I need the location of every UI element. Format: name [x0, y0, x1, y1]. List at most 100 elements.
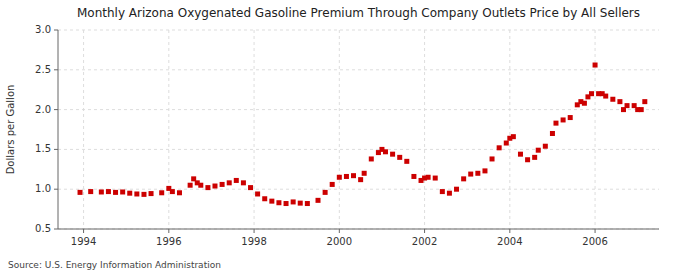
point	[141, 192, 146, 197]
point	[212, 184, 217, 189]
y-tick-label: 1.5	[35, 143, 51, 154]
point	[220, 182, 225, 187]
point	[120, 189, 125, 194]
point	[504, 141, 509, 146]
y-grid-line	[58, 69, 659, 70]
points	[78, 63, 648, 207]
point	[593, 63, 598, 68]
point	[323, 190, 328, 195]
point	[188, 183, 193, 188]
x-grid-line	[254, 30, 255, 229]
y-tick-label: 2.5	[35, 64, 51, 75]
x-grid-line	[595, 30, 596, 229]
source-note: Source: U.S. Energy Information Administ…	[8, 260, 221, 270]
x-tick	[83, 229, 84, 233]
y-tick	[54, 30, 58, 31]
point	[383, 149, 388, 154]
point	[582, 101, 587, 106]
point	[106, 189, 111, 194]
x-tick-label: 2006	[582, 236, 607, 247]
x-tick	[168, 229, 169, 233]
point	[642, 99, 647, 104]
point	[543, 144, 548, 149]
x-grid-line	[168, 30, 169, 229]
x-grid-line	[339, 30, 340, 229]
x-tick	[254, 229, 255, 233]
point	[344, 174, 349, 179]
point	[241, 180, 246, 185]
point	[561, 117, 566, 122]
x-tick-label: 1996	[156, 236, 181, 247]
point	[276, 200, 281, 205]
point	[149, 191, 154, 196]
y-grid-line	[58, 109, 659, 110]
x-tick	[339, 229, 340, 233]
y-tick	[54, 109, 58, 110]
point	[262, 196, 267, 201]
point	[475, 171, 480, 176]
point	[511, 134, 516, 139]
x-tick	[424, 229, 425, 233]
point	[227, 180, 232, 185]
x-tick-label: 2002	[412, 236, 437, 247]
x-tick	[509, 229, 510, 233]
x-axis-line	[58, 229, 659, 230]
x-grid-line	[424, 30, 425, 229]
point	[440, 189, 445, 194]
x-grid-line	[83, 30, 84, 229]
point	[170, 189, 175, 194]
y-tick	[54, 69, 58, 70]
point	[497, 145, 502, 150]
y-tick	[54, 149, 58, 150]
y-tick-label: 0.5	[35, 223, 51, 234]
point	[518, 152, 523, 157]
point	[99, 189, 104, 194]
x-tick-label: 2000	[327, 236, 352, 247]
point	[351, 173, 356, 178]
point	[461, 176, 466, 181]
point	[255, 191, 260, 196]
point	[625, 103, 630, 108]
point	[454, 187, 459, 192]
point	[159, 190, 164, 195]
point	[411, 174, 416, 179]
point	[269, 199, 274, 204]
point	[177, 190, 182, 195]
point	[536, 148, 541, 153]
point	[198, 183, 203, 188]
point	[305, 201, 310, 206]
point	[316, 198, 321, 203]
title: Monthly Arizona Oxygenated Gasoline Prem…	[77, 6, 640, 20]
point	[78, 190, 83, 195]
y-tick-label: 3.0	[35, 24, 51, 35]
axes: 0.51.01.52.02.53.01994199619982000200220…	[35, 24, 659, 247]
point	[433, 176, 438, 181]
point	[426, 175, 431, 180]
point	[617, 99, 622, 104]
point	[447, 191, 452, 196]
point	[291, 199, 296, 204]
point	[248, 185, 253, 190]
point	[532, 155, 537, 160]
chart-container: 0.51.01.52.02.53.01994199619982000200220…	[0, 0, 675, 275]
x-tick-label: 1998	[241, 236, 266, 247]
point	[397, 155, 402, 160]
point	[404, 159, 409, 164]
point	[205, 185, 210, 190]
y-tick-label: 2.0	[35, 104, 51, 115]
point	[113, 190, 118, 195]
point	[330, 182, 335, 187]
point	[553, 121, 558, 126]
point	[589, 91, 594, 96]
point	[298, 201, 303, 206]
y-grid-line	[58, 229, 659, 230]
chart-svg: 0.51.01.52.02.53.01994199619982000200220…	[0, 0, 675, 275]
y-axis-line	[58, 30, 59, 229]
x-tick-label: 1994	[71, 236, 96, 247]
point	[362, 171, 367, 176]
point	[490, 156, 495, 161]
y-tick	[54, 229, 58, 230]
point	[610, 97, 615, 102]
x-tick-label: 2004	[497, 236, 522, 247]
y-axis-label: Dollars per Gallon	[5, 85, 16, 175]
